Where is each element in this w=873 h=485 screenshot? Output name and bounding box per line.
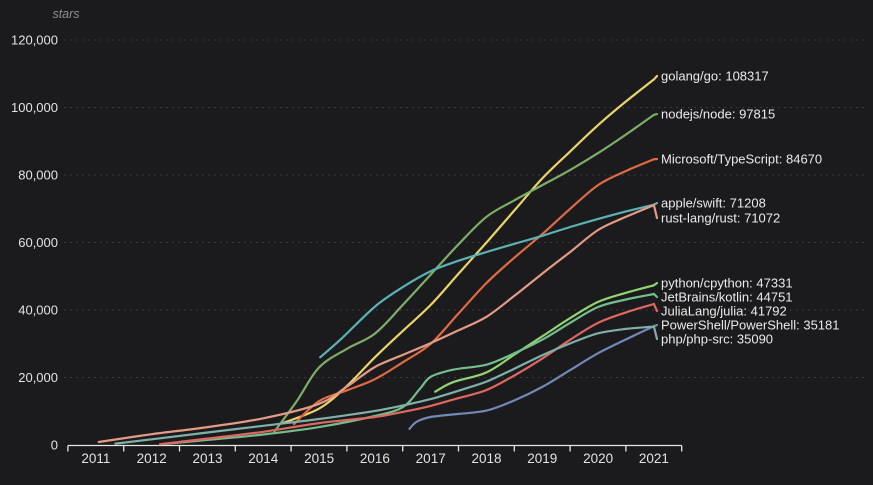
series-label-microsoft-typescript: Microsoft/TypeScript: 84670: [661, 152, 822, 167]
x-tick-label-2019: 2019: [527, 451, 557, 466]
series-line-apple-swift: [319, 203, 655, 359]
y-tick-label-100000: 100,000: [11, 100, 58, 115]
x-tick-label-2012: 2012: [137, 451, 167, 466]
series-label-python-cpython: python/cpython: 47331: [661, 276, 793, 291]
x-tick-label-2015: 2015: [304, 451, 334, 466]
series-line-microsoft-typescript: [292, 158, 655, 426]
series-line-php-php-src: [114, 325, 655, 445]
y-tick-label-60000: 60,000: [18, 235, 58, 250]
series-label-php-php-src: php/php-src: 35090: [661, 332, 773, 347]
series-connector-golang-go: [652, 74, 659, 81]
series-connector-jetbrains-kotlin: [652, 292, 659, 299]
x-tick-label-2013: 2013: [192, 451, 222, 466]
series-connector-rust-lang-rust: [652, 204, 659, 220]
y-tick-label-80000: 80,000: [18, 168, 58, 183]
x-tick-label-2020: 2020: [583, 451, 613, 466]
x-tick-label-2011: 2011: [81, 451, 110, 466]
series-label-nodejs-node: nodejs/node: 97815: [661, 107, 775, 122]
y-tick-label-0: 0: [51, 438, 58, 453]
series-line-jetbrains-kotlin: [161, 292, 655, 446]
series-label-golang-go: golang/go: 108317: [661, 69, 769, 84]
series-label-powershell-powershell: PowerShell/PowerShell: 35181: [661, 318, 840, 333]
x-tick-label-2014: 2014: [248, 451, 279, 466]
series-line-julialang-julia: [159, 302, 655, 446]
series-connector-php-php-src: [652, 325, 659, 341]
x-tick-label-2018: 2018: [471, 451, 501, 466]
y-tick-label-20000: 20,000: [18, 370, 58, 385]
series-line-golang-go: [281, 78, 655, 425]
series-line-nodejs-node: [273, 113, 655, 433]
series-label-julialang-julia: JuliaLang/julia: 41792: [661, 304, 787, 319]
series-connector-julialang-julia: [652, 302, 659, 313]
series-line-rust-lang-rust: [97, 204, 655, 444]
y-tick-label-120000: 120,000: [11, 33, 58, 48]
series-label-rust-lang-rust: rust-lang/rust: 71072: [661, 211, 780, 226]
series-connector-nodejs-node: [652, 112, 659, 116]
series-label-jetbrains-kotlin: JetBrains/kotlin: 44751: [661, 290, 793, 305]
series-line-powershell-powershell: [408, 325, 655, 430]
y-tick-label-40000: 40,000: [18, 303, 58, 318]
series-connector-python-cpython: [652, 281, 659, 287]
series-label-apple-swift: apple/swift: 71208: [661, 196, 766, 211]
series-line-python-cpython: [434, 284, 655, 393]
x-tick-label-2017: 2017: [416, 451, 446, 466]
x-tick-label-2016: 2016: [360, 451, 390, 466]
y-axis-title: stars: [52, 7, 79, 21]
x-tick-label-2021: 2021: [639, 451, 669, 466]
